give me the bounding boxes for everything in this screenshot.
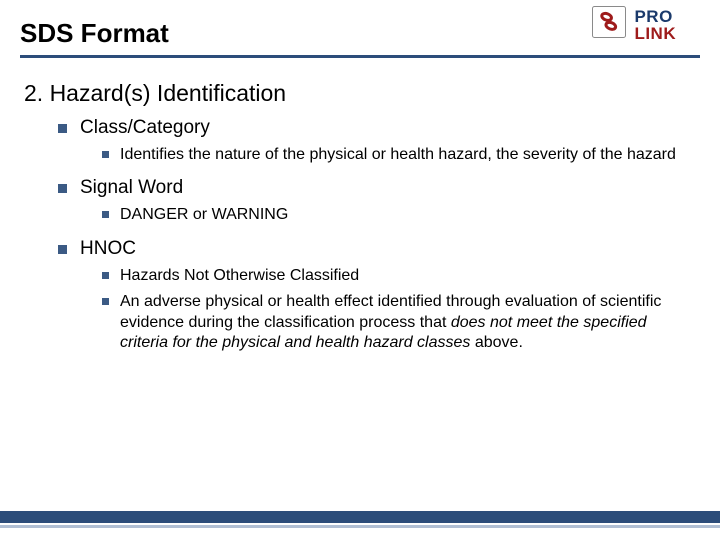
bullet-hnoc: HNOC [58,238,696,260]
bullet-label: HNOC [80,238,136,259]
sub-bullet: Identifies the nature of the physical or… [102,145,696,165]
logo-text-line1: PRO [634,8,676,25]
slide-header: PRO LINK SDS Format [0,0,720,66]
bullet-signal-word: Signal Word [58,177,696,199]
logo-chain-icon [592,6,626,43]
bullet-label: Class/Category [80,117,210,138]
footer-bar-light [0,525,720,528]
sub-bullet: An adverse physical or health effect ide… [102,292,696,353]
bullet-class-category: Class/Category [58,117,696,139]
sub-bullet-text: Identifies the nature of the physical or… [120,146,676,163]
logo-text-line2: LINK [634,25,676,42]
sub-bullet-text-post: above. [470,334,522,351]
logo-text: PRO LINK [634,8,676,42]
prolink-logo: PRO LINK [592,6,702,44]
title-underline [20,55,700,58]
sub-bullet-text: DANGER or WARNING [120,206,288,223]
sub-bullet: Hazards Not Otherwise Classified [102,266,696,286]
slide-content: 2. Hazard(s) Identification Class/Catego… [0,66,720,354]
bullet-label: Signal Word [80,177,183,198]
footer-bar-dark [0,511,720,523]
sub-bullet-text: Hazards Not Otherwise Classified [120,267,359,284]
sub-bullet: DANGER or WARNING [102,205,696,225]
slide-footer [0,511,720,528]
section-title: 2. Hazard(s) Identification [24,80,696,107]
